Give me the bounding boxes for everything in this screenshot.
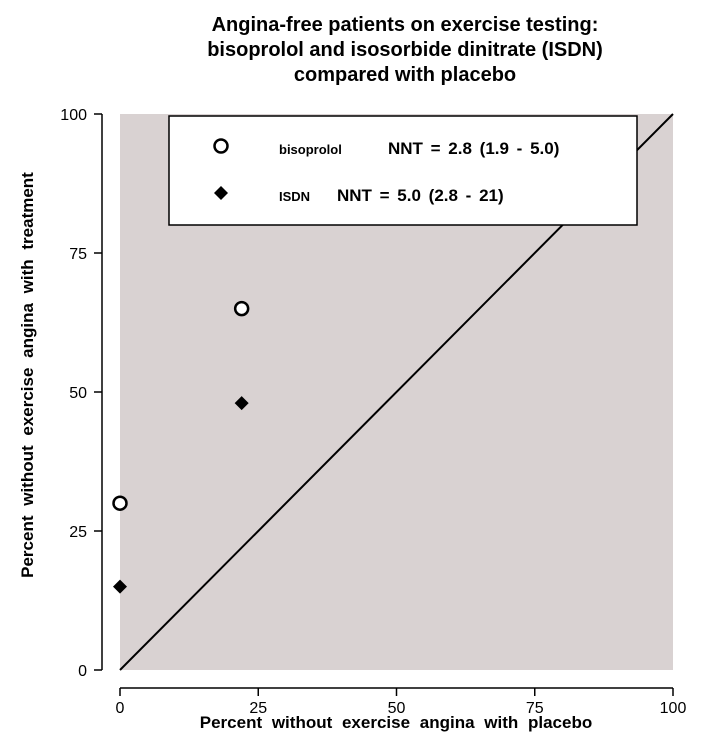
y-tick-label: 100 [60, 107, 87, 124]
y-tick-label: 75 [69, 246, 87, 263]
x-tick-label: 0 [116, 700, 125, 717]
x-tick-label: 100 [660, 700, 687, 717]
x-tick-label: 75 [526, 700, 544, 717]
chart-title-line-1: Angina-free patients on exercise testing… [212, 14, 599, 36]
legend-marker-isdn [214, 186, 228, 200]
y-tick-label: 50 [69, 385, 87, 402]
chart-title-line-3: compared with placebo [294, 64, 516, 86]
x-tick-label: 50 [388, 700, 406, 717]
y-axis-label: Percent without exercise angina with tre… [18, 172, 37, 578]
x-tick-label: 25 [249, 700, 267, 717]
legend-label-bisoprolol: bisoprolol [279, 142, 342, 157]
point-bisoprolol [233, 300, 250, 317]
point-isdn [113, 579, 127, 594]
legend-label-isdn: ISDN [279, 189, 310, 204]
legend-box [168, 115, 638, 226]
x-axis-label: Percent without exercise angina with pla… [200, 713, 592, 732]
data-points [112, 300, 250, 594]
legend: bisoprolol NNT = 2.8 (1.9 - 5.0) ISDN NN… [168, 115, 638, 226]
axes: 0 25 50 75 100 0 25 50 75 100 [60, 107, 686, 717]
point-isdn [234, 396, 249, 411]
legend-marker-bisoprolol [213, 138, 229, 154]
chart-title-line-2: bisoprolol and isosorbide dinitrate (ISD… [207, 39, 603, 61]
legend-nnt-isdn: NNT = 5.0 (2.8 - 21) [337, 186, 504, 205]
y-tick-label: 25 [69, 524, 87, 541]
point-bisoprolol [112, 495, 128, 511]
legend-nnt-bisoprolol: NNT = 2.8 (1.9 - 5.0) [388, 139, 559, 158]
y-tick-label: 0 [78, 663, 87, 680]
